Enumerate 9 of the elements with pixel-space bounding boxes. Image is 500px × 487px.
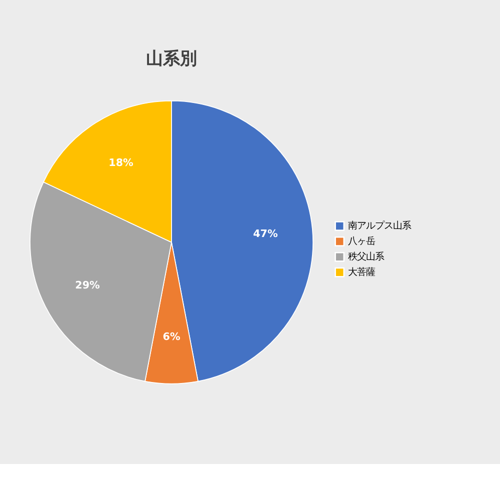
- data-label: 47%: [253, 228, 278, 240]
- chart-title: 山系別: [146, 48, 198, 69]
- data-label: 18%: [108, 157, 134, 170]
- legend-label: 南アルプス山系: [348, 220, 412, 232]
- data-label: 29%: [75, 280, 100, 292]
- legend-label: 秩父山系: [348, 251, 384, 262]
- data-label: 6%: [162, 331, 180, 344]
- legend-label: 大菩薩: [348, 266, 376, 278]
- legend-label: 八ヶ岳: [348, 236, 376, 248]
